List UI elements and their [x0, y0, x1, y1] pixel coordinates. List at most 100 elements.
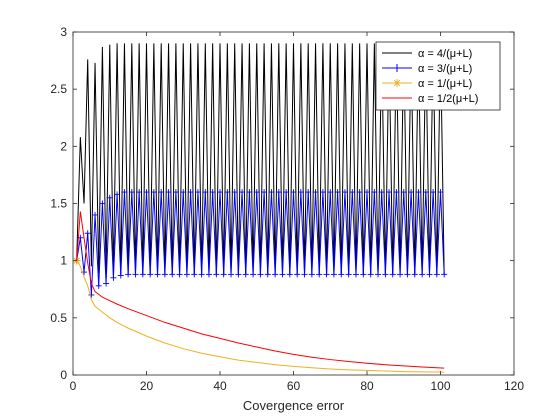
y-tick-label: 1.5	[50, 197, 67, 211]
series-2-point	[356, 189, 363, 196]
series-group	[73, 43, 448, 373]
series-2-point	[430, 189, 437, 196]
series-2-point	[198, 271, 205, 278]
y-tick-label: 2.5	[50, 82, 67, 96]
series-2-point	[386, 189, 393, 196]
series-2-point	[224, 189, 231, 196]
series-2-point	[213, 271, 220, 278]
x-tick-label: 40	[213, 379, 227, 393]
legend-item-3: α = 1/(μ+L)	[382, 78, 472, 90]
series-2-point	[217, 189, 223, 196]
series-2-point	[275, 189, 282, 196]
series-2-point	[330, 271, 337, 278]
series-2-point	[169, 271, 176, 278]
series-2-point	[95, 282, 102, 289]
series-2-point	[297, 189, 304, 196]
legend-label: α = 3/(μ+L)	[418, 63, 472, 75]
series-2-point	[419, 271, 426, 278]
legend-label: α = 4/(μ+L)	[418, 48, 472, 60]
series-2-point	[180, 189, 187, 196]
series-2-point	[114, 191, 121, 198]
series-2-point	[338, 271, 345, 278]
series-2-point	[367, 271, 374, 278]
series-2-point	[161, 271, 168, 278]
series-2-point	[290, 189, 297, 196]
x-tick-label: 80	[360, 379, 374, 393]
series-2-point	[415, 189, 422, 196]
series-2-point	[253, 189, 260, 196]
series-2-point	[250, 271, 257, 278]
series-2-point	[228, 271, 235, 278]
series-2-point	[316, 271, 323, 278]
series-2-point	[139, 271, 146, 278]
series-2-point	[176, 271, 183, 278]
series-2-point	[261, 189, 268, 196]
legend-item-2: α = 3/(μ+L)	[382, 63, 472, 75]
series-2-point	[110, 274, 117, 281]
series-2-point	[349, 189, 356, 196]
series-2-point	[99, 200, 106, 207]
series-2-point	[264, 271, 271, 278]
series-2-point	[132, 271, 139, 278]
series-2-point	[239, 189, 246, 196]
y-tick-label: 1	[60, 254, 67, 268]
series-2-point	[143, 189, 150, 196]
y-tick-label: 2	[60, 139, 67, 153]
series-2-point	[400, 189, 407, 196]
series-2-point	[341, 189, 348, 196]
series-2-point	[352, 271, 359, 278]
y-tick-label: 0.5	[50, 311, 67, 325]
series-2-point	[136, 189, 143, 196]
y-tick-label: 0	[60, 368, 67, 382]
series-2-point	[88, 291, 95, 298]
series-2-point	[334, 189, 341, 196]
series-2-point	[242, 271, 249, 278]
series-2-point	[404, 271, 411, 278]
series-2-point	[312, 189, 319, 196]
series-2-point	[327, 189, 334, 196]
series-2-point	[279, 271, 286, 278]
series-2-point	[231, 189, 238, 196]
series-2-point	[147, 271, 154, 278]
series-2-point	[294, 271, 301, 278]
series-2-point	[150, 189, 157, 196]
series-2-point	[283, 189, 290, 196]
series-2-point	[187, 189, 194, 196]
series-2-point	[117, 272, 124, 279]
series-2-point	[360, 271, 367, 278]
series-line-4	[76, 211, 445, 369]
series-2-point	[371, 189, 378, 196]
series-2-point	[128, 189, 135, 196]
x-tick-label: 100	[430, 379, 450, 393]
x-axis-label: Covergence error	[243, 398, 345, 413]
legend-item-4: α = 1/2(μ+L)	[382, 93, 478, 105]
x-tick-label: 120	[504, 379, 524, 393]
x-tick-label: 20	[140, 379, 154, 393]
series-2-point	[378, 189, 385, 196]
series-2-point	[382, 271, 389, 278]
legend-item-1: α = 4/(μ+L)	[382, 48, 472, 60]
series-2-point	[183, 271, 190, 278]
series-2-point	[268, 189, 275, 196]
series-2-point	[154, 271, 161, 278]
legend-label: α = 1/2(μ+L)	[418, 93, 478, 105]
series-2-point	[433, 271, 440, 278]
legend: α = 4/(μ+L) α = 3/(μ+L) α = 1/(μ+L) α = 1/2…	[375, 41, 501, 111]
series-2-point	[375, 271, 382, 278]
series-line-3	[76, 260, 445, 373]
series-2-point	[121, 189, 128, 196]
series-2-point	[209, 189, 216, 196]
series-2-point	[235, 271, 242, 278]
series-2-point	[422, 189, 429, 196]
series-2-point	[84, 230, 91, 237]
series-2-point	[202, 189, 209, 196]
series-2-point	[364, 189, 370, 196]
series-2-point	[165, 189, 172, 196]
series-2-point	[172, 189, 179, 196]
series-2-point	[441, 271, 448, 278]
series-2-point	[411, 271, 418, 278]
series-2-point	[408, 189, 415, 196]
series-2-point	[191, 271, 198, 278]
series-2-point	[103, 280, 110, 287]
